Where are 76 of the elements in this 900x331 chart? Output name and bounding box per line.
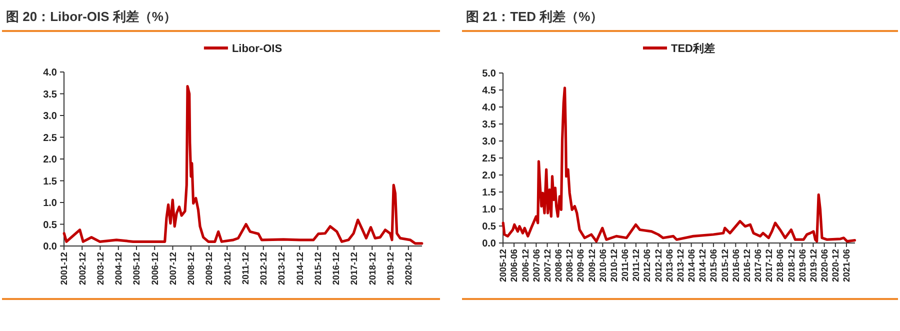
y-tick-label: 2.0 [43, 154, 58, 166]
x-tick-label: 2019-06 [797, 249, 808, 282]
x-tick-label: 2018-06 [775, 249, 786, 282]
x-tick-label: 2005-12 [132, 252, 142, 286]
x-tick-label: 2010-06 [598, 249, 608, 282]
y-tick-label: 1.0 [43, 198, 58, 209]
x-tick-label: 2007-06 [531, 249, 542, 282]
y-tick-label: 1.0 [482, 204, 496, 216]
x-tick-label: 2006-06 [509, 249, 520, 282]
x-tick-label: 2017-12 [764, 249, 774, 282]
x-tick-label: 2009-06 [576, 249, 586, 282]
y-tick-label: 1.5 [43, 176, 58, 188]
x-tick-label: 2008-12 [186, 252, 196, 286]
x-tick-label: 2013-12 [675, 249, 686, 282]
y-tick-label: 0.0 [482, 238, 496, 250]
x-tick-label: 2006-12 [150, 252, 160, 286]
x-tick-label: 2014-12 [294, 252, 305, 286]
x-tick-label: 2015-06 [708, 249, 719, 282]
x-tick-label: 2018-12 [786, 249, 796, 282]
x-tick-label: 2012-12 [653, 249, 664, 282]
x-tick-label: 2004-12 [114, 252, 124, 286]
x-tick-label: 2012-12 [258, 252, 269, 286]
x-tick-label: 2018-12 [367, 252, 378, 286]
x-tick-label: 2009-12 [586, 249, 597, 282]
x-tick-label: 2005-12 [498, 249, 508, 282]
y-tick-label: 5.0 [482, 68, 496, 80]
x-tick-label: 2007-12 [542, 249, 552, 282]
y-tick-label: 0.5 [482, 222, 496, 232]
x-tick-label: 2020-06 [820, 249, 830, 282]
chart-title: 图 21：TED 利差（%） [466, 9, 604, 24]
x-tick-label: 2016-12 [331, 252, 342, 286]
legend-label: Libor-OIS [232, 43, 282, 55]
x-tick-label: 2009-12 [204, 252, 214, 286]
x-tick-label: 2012-06 [642, 249, 652, 282]
x-tick-label: 2011-06 [620, 249, 630, 282]
x-tick-label: 2020-12 [404, 252, 414, 286]
x-tick-label: 2016-12 [742, 249, 752, 282]
x-tick-label: 2015-12 [720, 249, 730, 282]
legend-label: TED利差 [671, 42, 715, 55]
y-tick-label: 4.0 [43, 68, 58, 78]
chart-title: 图 20：Libor-OIS 利差（%） [6, 9, 176, 24]
y-tick-label: 0.0 [43, 242, 58, 252]
x-tick-label: 2019-12 [808, 249, 818, 282]
x-tick-label: 2010-12 [222, 252, 232, 286]
y-tick-label: 1.5 [482, 188, 496, 198]
x-tick-label: 2003-12 [95, 252, 106, 286]
x-tick-label: 2014-12 [698, 249, 708, 282]
y-tick-label: 3.0 [43, 111, 58, 122]
x-tick-label: 2008-06 [554, 249, 564, 282]
y-tick-label: 3.5 [43, 89, 58, 100]
y-tick-label: 2.0 [482, 170, 496, 182]
y-tick-label: 4.5 [482, 86, 496, 96]
x-tick-label: 2011-12 [240, 252, 250, 285]
x-tick-label: 2015-12 [312, 252, 323, 286]
y-tick-label: 4.0 [482, 102, 496, 114]
x-tick-label: 2006-12 [520, 249, 530, 282]
x-tick-label: 2008-12 [564, 249, 575, 282]
x-tick-label: 2017-06 [753, 249, 764, 282]
y-tick-label: 3.0 [482, 136, 496, 148]
x-tick-label: 2007-12 [168, 252, 178, 286]
x-tick-label: 2013-12 [276, 252, 287, 286]
x-tick-label: 2019-12 [385, 252, 396, 286]
x-tick-label: 2002-12 [77, 252, 88, 286]
y-tick-label: 2.5 [43, 132, 58, 144]
x-tick-label: 2020-12 [830, 249, 841, 282]
x-tick-label: 2011-12 [631, 249, 642, 282]
y-tick-label: 2.5 [482, 154, 496, 164]
x-tick-label: 2010-12 [608, 249, 619, 282]
y-tick-label: 0.5 [43, 220, 58, 231]
x-tick-label: 2014-06 [686, 249, 697, 282]
x-tick-label: 2021-06 [842, 249, 852, 282]
y-tick-label: 3.5 [482, 120, 496, 130]
x-tick-label: 2016-06 [730, 249, 741, 282]
x-tick-label: 2001-12 [59, 252, 70, 286]
x-tick-label: 2013-06 [664, 249, 674, 282]
x-tick-label: 2017-12 [349, 252, 360, 286]
